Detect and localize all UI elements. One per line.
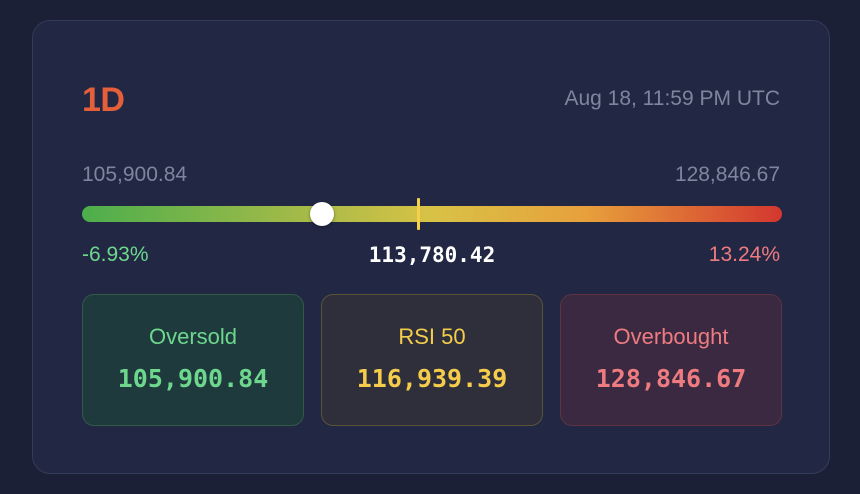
rsi-50-label: RSI 50 [398,324,466,349]
range-low-value: 105,900.84 [82,163,188,186]
timestamp: Aug 18, 11:59 PM UTC [564,87,780,110]
overbought-level-box: Overbought 128,846.67 [560,294,782,426]
rsi-range-card: 1D Aug 18, 11:59 PM UTC 105,900.84 128,8… [32,20,830,474]
oversold-label: Oversold [148,324,238,349]
rsi-50-value: 116,939.39 [356,364,508,393]
oversold-level-box: Oversold 105,900.84 [82,294,304,426]
overbought-label: Overbought [613,324,729,349]
oversold-value: 105,900.84 [117,364,269,393]
rsi-50-marker [416,198,420,230]
overbought-value: 128,846.67 [595,364,747,393]
current-price: 113,780.42 [368,243,496,267]
low-percent-change: -6.93% [82,243,149,266]
high-percent-change: 13.24% [708,243,780,266]
range-high-value: 128,846.67 [674,163,780,186]
rsi-50-level-box: RSI 50 116,939.39 [321,294,543,426]
timeframe-label: 1D [82,81,125,119]
current-price-indicator [310,202,335,226]
range-gradient-track [82,198,782,230]
